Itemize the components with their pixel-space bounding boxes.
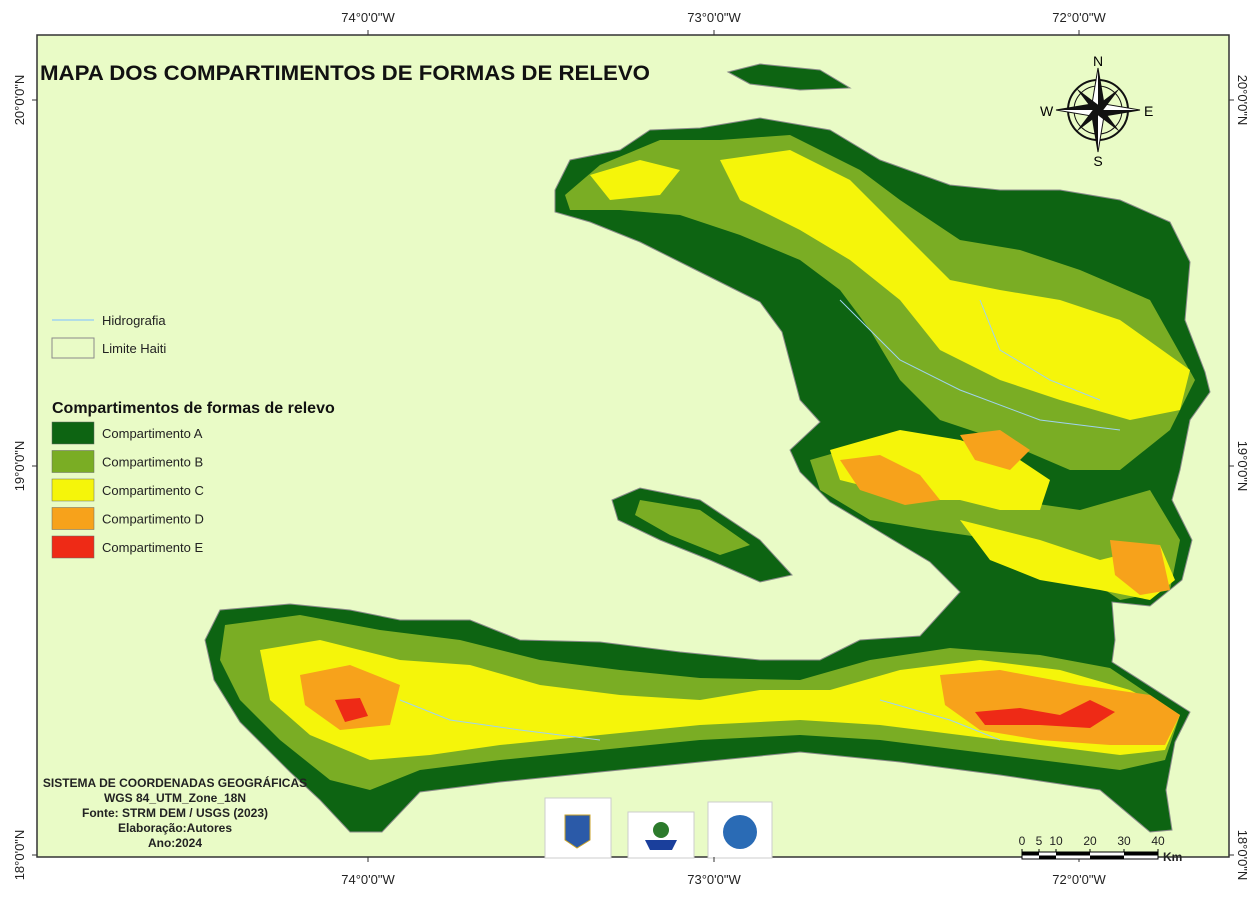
legend-swatch (52, 508, 94, 530)
legend-swatch (52, 422, 94, 444)
legend-label: Compartimento C (102, 483, 204, 498)
legend-label: Hidrografia (102, 313, 166, 328)
scale-bar-segment (1124, 852, 1158, 856)
latitude-label: 18°0'0"N (1235, 830, 1250, 881)
scale-unit: Km (1163, 850, 1182, 864)
scale-tick-label: 40 (1151, 834, 1165, 848)
latitude-label: 20°0'0"N (1235, 75, 1250, 126)
map-title: MAPA DOS COMPARTIMENTOS DE FORMAS DE REL… (40, 62, 650, 85)
legend-swatch (52, 479, 94, 501)
page: MAPA DOS COMPARTIMENTOS DE FORMAS DE REL… (0, 0, 1257, 892)
logo-shape (645, 840, 677, 850)
scale-tick-label: 30 (1117, 834, 1131, 848)
latitude-label: 20°0'0"N (12, 75, 27, 126)
legend-label: Compartimento B (102, 455, 203, 470)
longitude-label: 72°0'0"W (1052, 10, 1106, 25)
credit-line: Ano:2024 (148, 836, 202, 850)
scale-bar-segment (1039, 856, 1056, 860)
scale-bar-segment (1090, 856, 1124, 860)
credit-line: Elaboração:Autores (118, 821, 232, 835)
legend-label: Compartimento A (102, 426, 203, 441)
legend-label: Compartimento E (102, 540, 203, 555)
longitude-label: 74°0'0"W (341, 872, 395, 887)
credit-line: Fonte: STRM DEM / USGS (2023) (82, 806, 268, 820)
latitude-label: 19°0'0"N (1235, 441, 1250, 492)
credit-line: WGS 84_UTM_Zone_18N (104, 791, 246, 805)
latitude-label: 18°0'0"N (12, 830, 27, 881)
compass-n: N (1093, 53, 1103, 69)
scale-tick-label: 20 (1083, 834, 1097, 848)
scale-tick-label: 10 (1049, 834, 1063, 848)
legend-swatch (52, 451, 94, 473)
scale-bar-segment (1056, 852, 1090, 856)
scale-tick-label: 5 (1036, 834, 1043, 848)
logo-shape (653, 822, 669, 838)
credit-line: SISTEMA DE COORDENADAS GEOGRÁFICAS (43, 775, 307, 790)
legend-swatch (52, 536, 94, 558)
compass-e: E (1144, 103, 1153, 119)
legend-label: Compartimento D (102, 512, 204, 527)
longitude-label: 72°0'0"W (1052, 872, 1106, 887)
compass-s: S (1093, 153, 1102, 169)
legend-heading: Compartimentos de formas de relevo (52, 400, 335, 417)
scale-bar-segment (1022, 852, 1039, 856)
longitude-label: 73°0'0"W (687, 10, 741, 25)
legend-label: Limite Haiti (102, 341, 166, 356)
longitude-label: 73°0'0"W (687, 872, 741, 887)
scale-tick-label: 0 (1019, 834, 1026, 848)
compass-w: W (1040, 103, 1054, 119)
latitude-label: 19°0'0"N (12, 441, 27, 492)
longitude-label: 74°0'0"W (341, 10, 395, 25)
map-figure: MAPA DOS COMPARTIMENTOS DE FORMAS DE REL… (0, 0, 1257, 892)
logo-globe (723, 815, 757, 849)
